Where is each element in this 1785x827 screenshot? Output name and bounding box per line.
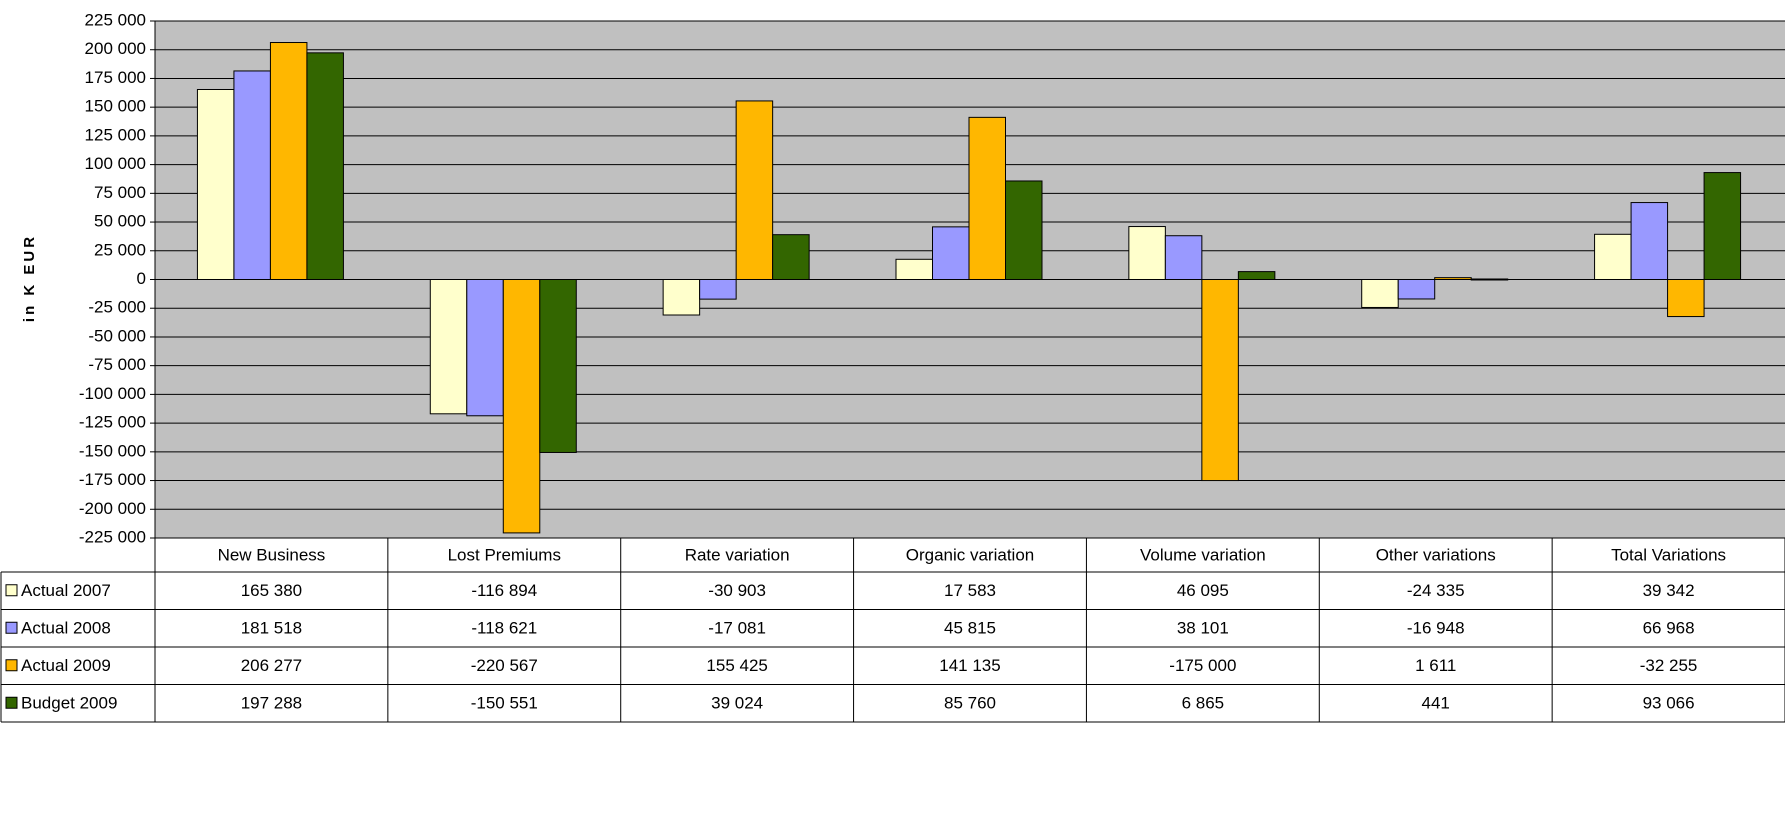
bar-actual-2007-3 — [895, 258, 933, 280]
category-label: Total Variations — [1611, 545, 1726, 564]
y-tick-label: 200 000 — [85, 39, 146, 58]
y-axis-ticks: 225 000 200 000 175 000 150 000 125 000 100 0… — [79, 10, 155, 546]
data-table: New Business Lost Premiums Rate variation O… — [0, 537, 1785, 723]
bar-actual-2007-2 — [662, 279, 701, 316]
data-table-cell: 1 611 — [1415, 656, 1456, 675]
category-label: Volume variation — [1140, 545, 1266, 564]
data-table-cell: 46 095 — [1177, 581, 1229, 600]
data-table-cell: 206 277 — [241, 656, 302, 675]
legend-swatch — [5, 584, 18, 597]
data-table-cell: 66 968 — [1643, 619, 1695, 638]
y-tick-label: -200 000 — [79, 499, 146, 518]
bar-budget-2009-5 — [1470, 278, 1509, 281]
bar-budget-2009-2 — [772, 234, 810, 280]
y-tick-label: -75 000 — [88, 355, 146, 374]
bar-actual-2007-5 — [1361, 279, 1399, 308]
category-label: Organic variation — [906, 545, 1035, 564]
bar-budget-2009-1 — [539, 279, 577, 453]
data-table-cell: 197 288 — [241, 694, 302, 713]
data-table-cell: 45 815 — [944, 619, 996, 638]
data-table-cell: -30 903 — [708, 581, 766, 600]
bar-actual-2008-1 — [466, 279, 504, 417]
bar-actual-2008-3 — [932, 226, 970, 281]
y-tick-label: -150 000 — [79, 441, 146, 460]
y-tick-label: -175 000 — [79, 470, 146, 489]
data-table-cell: -175 000 — [1169, 656, 1236, 675]
data-table-cell: -24 335 — [1407, 581, 1465, 600]
data-table-cell: 155 425 — [706, 656, 767, 675]
y-axis-label: in K EUR — [21, 234, 38, 322]
bar-budget-2009-3 — [1005, 180, 1043, 280]
legend-swatch — [5, 696, 18, 709]
y-tick-label: 125 000 — [85, 125, 146, 144]
category-label: Other variations — [1376, 545, 1496, 564]
y-tick-label: 100 000 — [85, 154, 146, 173]
y-tick-label: 50 000 — [94, 212, 146, 231]
data-table-cell: 6 865 — [1182, 694, 1225, 713]
data-table-cell: -220 567 — [471, 656, 538, 675]
bar-budget-2009-6 — [1703, 172, 1742, 280]
data-table-cell: -32 255 — [1640, 656, 1698, 675]
y-tick-label: -225 000 — [79, 527, 146, 546]
bars — [196, 42, 1742, 534]
data-table-cell: -17 081 — [708, 619, 766, 638]
y-tick-label: 0 — [137, 269, 146, 288]
bar-actual-2009-1 — [502, 279, 541, 534]
y-tick-label: -25 000 — [88, 298, 146, 317]
legend-label: Actual 2009 — [21, 656, 111, 675]
data-table-cell: 441 — [1422, 694, 1450, 713]
y-tick-label: -50 000 — [88, 326, 146, 345]
data-table-cell: 181 518 — [241, 619, 302, 638]
data-table-cell: 85 760 — [944, 694, 996, 713]
bar-actual-2009-4 — [1201, 279, 1239, 482]
y-tick-label: 75 000 — [94, 183, 146, 202]
legend-label: Actual 2007 — [21, 581, 111, 600]
bar-budget-2009-4 — [1237, 271, 1276, 281]
bar-actual-2008-4 — [1164, 235, 1203, 280]
data-table-cell: 17 583 — [944, 581, 996, 600]
y-tick-label: 175 000 — [85, 68, 146, 87]
legend-swatch — [5, 621, 18, 634]
data-table-cell: 93 066 — [1643, 694, 1695, 713]
bar-actual-2008-0 — [233, 70, 271, 280]
bar-actual-2009-5 — [1434, 277, 1472, 280]
legend-label: Actual 2008 — [21, 619, 111, 638]
bar-actual-2007-0 — [196, 88, 235, 281]
y-tick-label: -100 000 — [79, 384, 146, 403]
bar-budget-2009-0 — [306, 52, 344, 280]
data-table-cell: 141 135 — [939, 656, 1000, 675]
y-tick-label: 25 000 — [94, 240, 146, 259]
bar-actual-2007-4 — [1128, 226, 1166, 280]
data-table-cell: 38 101 — [1177, 619, 1229, 638]
category-label: New Business — [218, 545, 326, 564]
y-tick-label: -125 000 — [79, 413, 146, 432]
bar-actual-2009-0 — [269, 42, 308, 280]
data-table-cell: -116 894 — [471, 581, 537, 600]
category-label: Lost Premiums — [448, 545, 561, 564]
legend-swatch — [5, 659, 18, 672]
data-table-cell: -118 621 — [471, 619, 537, 638]
bar-actual-2007-1 — [429, 279, 468, 415]
legend-label: Budget 2009 — [21, 694, 117, 713]
category-label: Rate variation — [685, 545, 790, 564]
y-tick-label: 150 000 — [85, 97, 146, 116]
bar-actual-2009-6 — [1667, 279, 1705, 318]
bar-actual-2008-2 — [699, 279, 737, 300]
bar-actual-2008-6 — [1630, 202, 1669, 280]
bar-actual-2009-3 — [968, 116, 1006, 281]
data-table-cell: 39 342 — [1643, 581, 1695, 600]
y-tick-label: 225 000 — [85, 10, 146, 29]
data-table-cell: -16 948 — [1407, 619, 1465, 638]
bar-actual-2008-5 — [1397, 279, 1436, 300]
data-table-cell: -150 551 — [471, 694, 538, 713]
data-table-cell: 39 024 — [711, 694, 763, 713]
bar-actual-2009-2 — [735, 100, 774, 280]
bar-actual-2007-6 — [1594, 233, 1632, 280]
data-table-cell: 165 380 — [241, 581, 302, 600]
